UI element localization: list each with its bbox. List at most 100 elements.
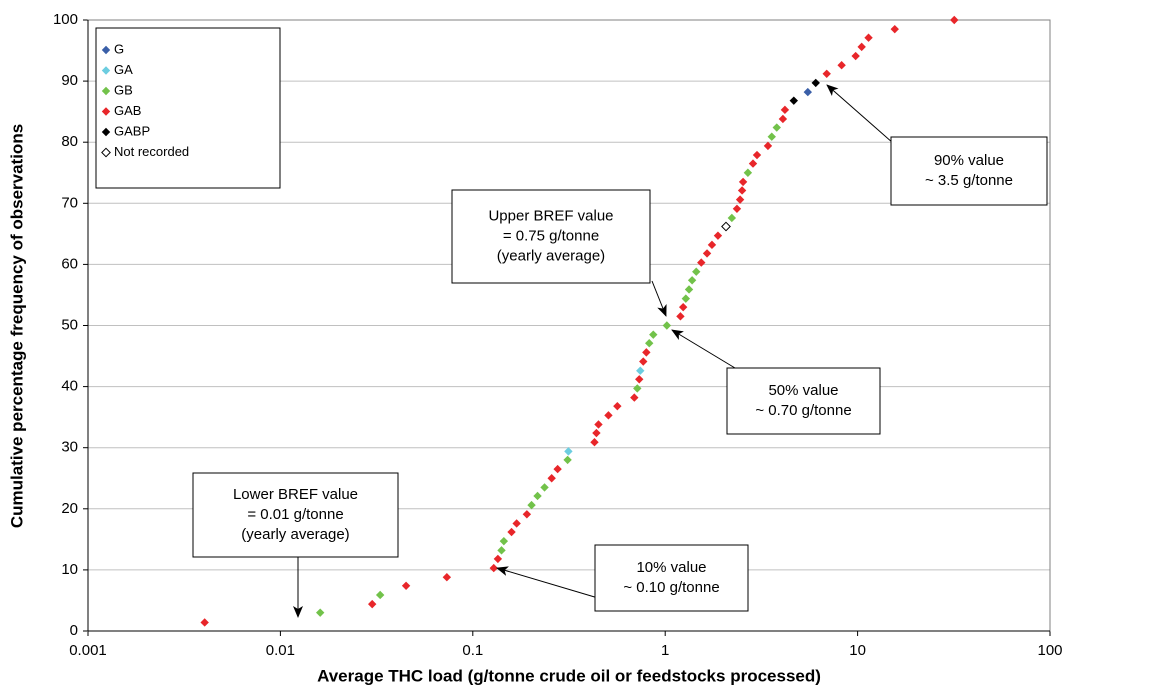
data-point [681, 294, 691, 303]
legend-label: G [114, 41, 124, 56]
data-point [497, 546, 506, 555]
data-point [687, 276, 697, 285]
data-point [493, 554, 503, 564]
y-tick-label: 40 [61, 378, 78, 395]
data-point [772, 123, 781, 132]
data-point [367, 599, 377, 609]
data-point [890, 24, 899, 34]
x-tick-label: 0.01 [266, 642, 295, 659]
legend-label: GABP [114, 123, 150, 138]
data-point [748, 159, 758, 168]
data-point [613, 401, 622, 411]
data-point [564, 447, 573, 456]
data-point [684, 285, 694, 294]
annotation-text: Lower BREF value [233, 486, 358, 503]
data-point [738, 177, 748, 187]
data-point [375, 590, 385, 600]
y-tick-label: 10 [61, 561, 78, 578]
x-tick-label: 100 [1037, 642, 1062, 659]
data-point [200, 618, 209, 627]
data-point [727, 213, 737, 223]
annotation-text: = 0.75 g/tonne [503, 227, 599, 244]
legend-marker [101, 66, 111, 75]
annotation-text: = 0.01 g/tonne [247, 506, 343, 523]
annotation-box [192, 472, 399, 558]
data-point [811, 78, 820, 88]
data-point [547, 474, 556, 483]
legend-marker [101, 45, 111, 55]
data-point [857, 42, 866, 52]
annotation-arrow [826, 84, 894, 144]
data-point [649, 330, 658, 339]
annotation-box [726, 367, 881, 435]
data-point [732, 204, 742, 213]
data-point [837, 61, 846, 70]
data-point [633, 384, 642, 393]
data-point [630, 393, 639, 402]
data-point [636, 366, 645, 375]
x-tick-label: 0.1 [462, 642, 483, 659]
legend-label: GA [114, 62, 133, 77]
data-point [678, 302, 688, 312]
data-point [639, 357, 648, 366]
data-point [442, 573, 452, 582]
x-axis-title: Average THC load (g/tonne crude oil or f… [317, 666, 821, 685]
data-point [707, 240, 717, 250]
data-point [702, 249, 712, 258]
data-point [851, 51, 860, 61]
legend-label: GB [114, 82, 133, 97]
annotation-text: 50% value [768, 382, 838, 399]
data-point [778, 114, 788, 124]
data-point [635, 375, 644, 384]
data-point [594, 420, 603, 429]
y-tick-label: 90 [61, 72, 78, 89]
x-tick-label: 1 [661, 642, 669, 659]
annotation-text: (yearly average) [497, 247, 605, 264]
data-point [553, 464, 562, 474]
data-point [822, 69, 831, 78]
data-point [737, 186, 747, 195]
y-tick-label: 30 [61, 439, 78, 456]
annotation-text: ~ 0.70 g/tonne [755, 402, 851, 419]
data-point [692, 267, 701, 276]
data-point [645, 339, 654, 348]
data-point [743, 168, 753, 177]
annotation-arrow [651, 280, 667, 317]
annotation-text: ~ 3.5 g/tonne [925, 172, 1013, 189]
data-point [540, 483, 549, 492]
legend-marker [101, 127, 111, 137]
y-tick-label: 80 [61, 133, 78, 150]
y-tick-label: 70 [61, 194, 78, 211]
y-axis-title: Cumulative percentage frequency of obser… [7, 124, 26, 528]
data-point [767, 132, 776, 141]
y-tick-label: 100 [53, 11, 78, 28]
data-point [780, 105, 790, 115]
annotation-text: Upper BREF value [488, 207, 613, 224]
data-point [507, 527, 516, 537]
y-tick-label: 60 [61, 255, 78, 272]
data-point [950, 15, 959, 25]
legend-marker [101, 86, 111, 96]
y-tick-label: 20 [61, 500, 78, 517]
data-point [735, 195, 745, 204]
data-point [763, 141, 773, 151]
data-point [642, 348, 651, 357]
data-point [315, 608, 325, 617]
data-point [803, 87, 812, 97]
x-tick-label: 0.001 [69, 642, 107, 659]
annotation-text: 10% value [636, 559, 706, 576]
data-point [489, 563, 498, 573]
data-point [697, 258, 706, 267]
y-tick-label: 50 [61, 316, 78, 333]
data-point [499, 536, 509, 546]
x-tick-label: 10 [849, 642, 866, 659]
annotation-box [451, 189, 651, 284]
annotation-text: (yearly average) [241, 526, 349, 543]
data-point [590, 438, 599, 447]
data-point [592, 428, 601, 438]
data-point [527, 500, 536, 510]
data-point [864, 33, 873, 42]
data-point [752, 150, 762, 160]
annotation-box [594, 544, 749, 612]
